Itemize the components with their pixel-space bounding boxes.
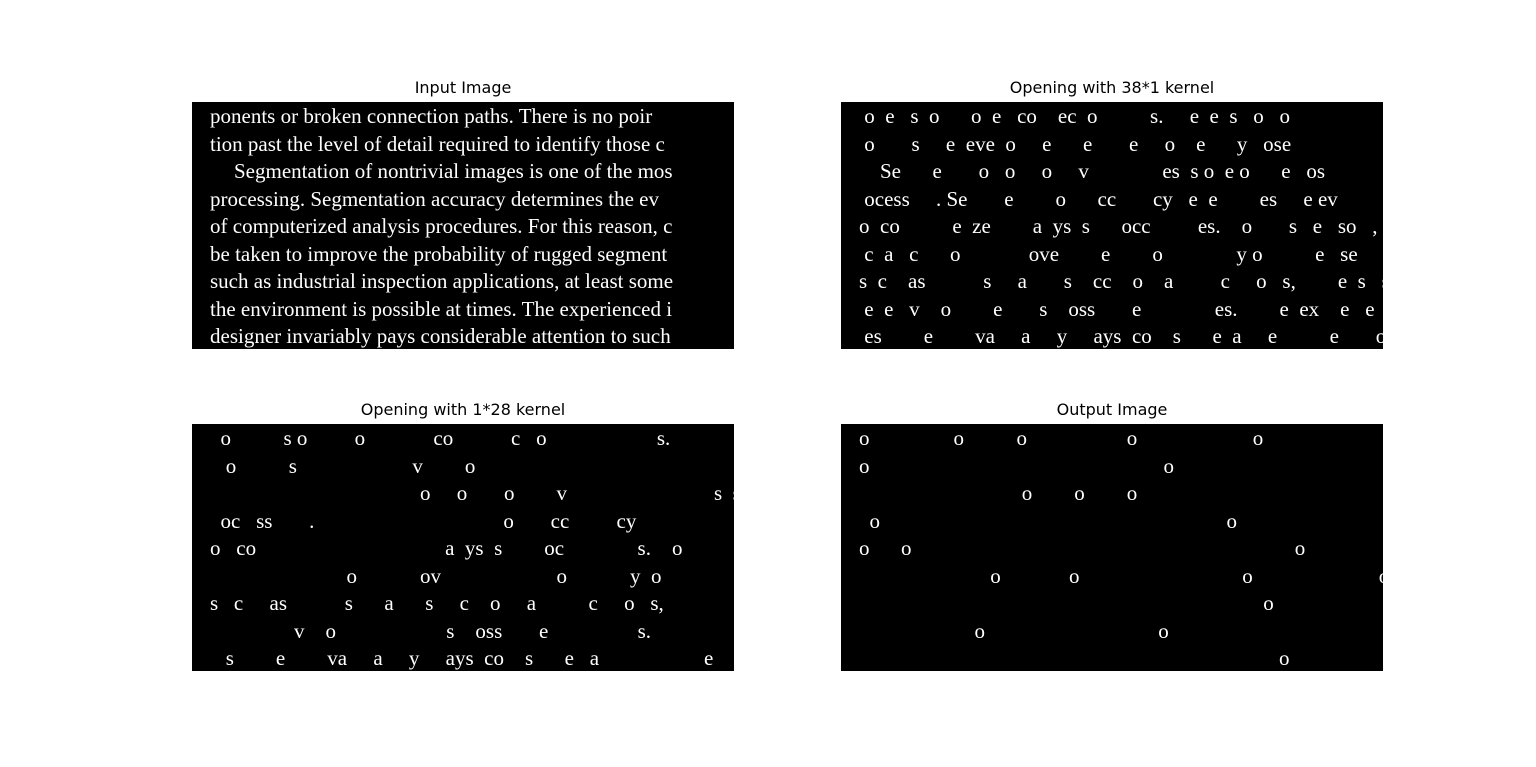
text-line: Se e o o o v es s o e o e os: [859, 159, 1326, 183]
text-lines: ponents or broken connection paths. Ther…: [210, 103, 673, 349]
text-line: o s o o co c o s. s o o: [220, 426, 671, 450]
text-line: o o o o: [859, 453, 1174, 478]
text-line: es e va a y ays co s e a e e o o s c: [864, 324, 1383, 348]
text-line: e e v o e s oss e es. e ex e e ce: [859, 296, 1383, 321]
text-line: v o s oss e s. x c: [294, 618, 652, 643]
text-line: designer invariably pays considerable at…: [210, 324, 671, 348]
text-line: o s e eve o e e e o e y ose: [859, 131, 1292, 156]
text-line: o co e ze a ys s occ es. o s e so ,: [859, 214, 1378, 238]
panel-title: Output Image: [1056, 400, 1168, 419]
text-line: o o o: [1263, 591, 1274, 615]
text-line: ocess . Se e o cc cy e e es e ev: [859, 186, 1338, 211]
panel-title: Opening with 1*28 kernel: [360, 400, 566, 419]
text-line: s c as s a s c o a c o s, s so: [210, 591, 734, 615]
text-line: ponents or broken connection paths. Ther…: [210, 104, 653, 128]
panel-title: Opening with 38*1 kernel: [1009, 78, 1215, 97]
text-line: oc ss . o cc cy s v: [220, 508, 637, 533]
text-line: such as industrial inspection applicatio…: [210, 269, 674, 293]
text-lines: o s o o co c o s. s o o o s v o: [210, 425, 734, 671]
text-line: o o o: [1279, 646, 1290, 670]
text-line: o e s o o e co ec o s. e e s o o: [859, 104, 1291, 128]
text-line: processing. Segmentation accuracy determ…: [210, 186, 659, 211]
text-line: s c as s a s cc o a c o s, e s so e: [859, 269, 1383, 293]
text-line: o o o o: [859, 563, 1383, 588]
text-line: o o o o o o: [1021, 481, 1138, 505]
image-panel: ponents or broken connection paths. Ther…: [192, 102, 734, 349]
text-line: Segmentation of nontrivial images is one…: [234, 159, 673, 183]
image-panel: o s o o co c o s. s o o o s v o: [192, 424, 734, 671]
text-line: o o o o o: [859, 536, 1306, 560]
text-line: o ov o y o s: [210, 563, 734, 588]
text-line: o s v o o y os: [225, 453, 476, 478]
text-line: o o o o o o o: [859, 426, 1264, 450]
text-lines: o e s o o e co ec o s. e e s o o o s e e…: [859, 103, 1383, 349]
text-line: o o: [859, 618, 1169, 643]
text-line: s e va a y ays co s e a e o o s c: [225, 646, 714, 670]
text-line: of computerized analysis procedures. For…: [210, 214, 673, 238]
text-line: the environment is possible at times. Th…: [210, 296, 673, 321]
text-line: o co a ys s oc s. o s so ,: [210, 536, 683, 560]
panel-title: Input Image: [414, 78, 512, 97]
text-line: be taken to improve the probability of r…: [210, 241, 668, 266]
image-panel: o e s o o e co ec o s. e e s o o o s e e…: [841, 102, 1383, 349]
text-line: tion past the level of detail required t…: [210, 131, 665, 156]
text-line: c a c o ove e o y o e se c: [859, 241, 1383, 266]
text-line: o o: [859, 508, 1238, 533]
text-line: o o o v s s o o os: [420, 481, 734, 505]
